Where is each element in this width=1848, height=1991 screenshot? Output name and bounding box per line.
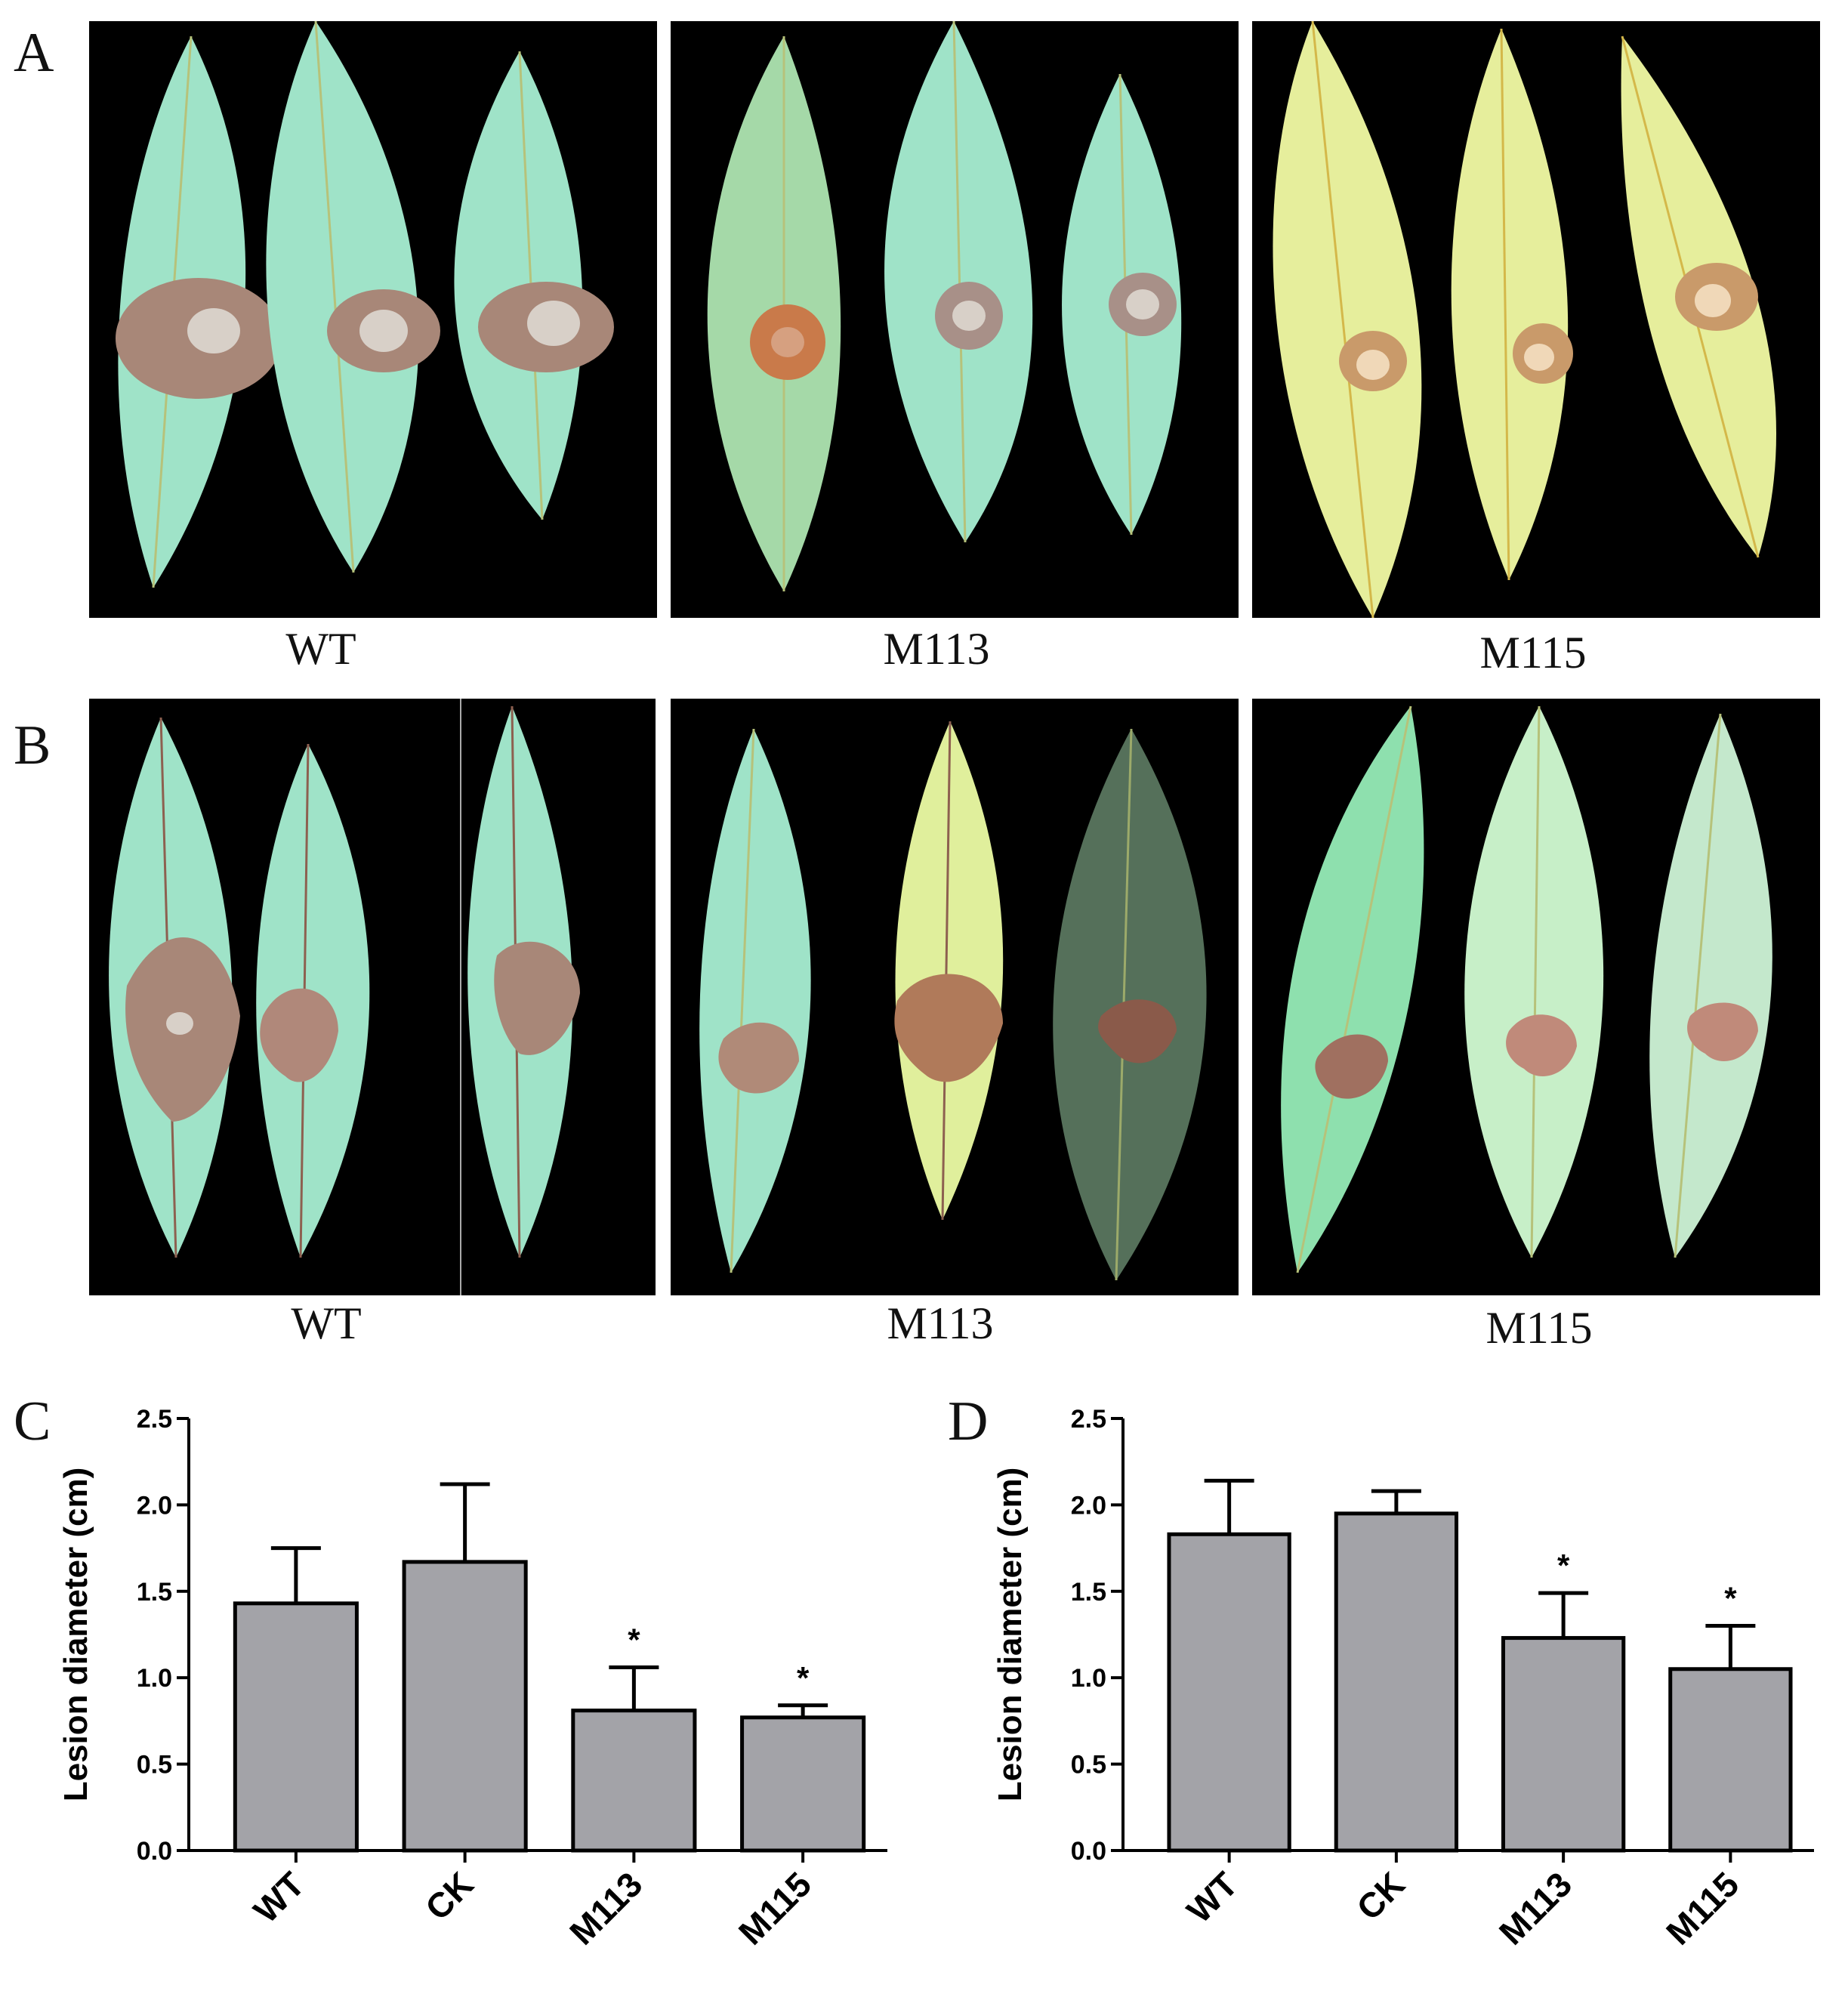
caption-b-wt: WT <box>291 1298 362 1348</box>
chart-d-significance-m115: * <box>1724 1581 1737 1616</box>
chart-c-xtick-label-wt: WT <box>246 1864 312 1930</box>
chart-c-xtick-label-ck: CK <box>418 1864 481 1928</box>
chart-d-ylabel: Lesion diameter (cm) <box>992 1468 1029 1802</box>
caption-a-m115: M115 <box>1479 628 1587 678</box>
chart-d-bar-m113 <box>1501 1636 1626 1853</box>
chart-c-significance-m113: * <box>628 1622 640 1657</box>
chart-c-xtick-label-m113: M113 <box>562 1864 649 1952</box>
chart-d-xtick-label-m115: M115 <box>1658 1864 1746 1952</box>
chart-c-bar-m113 <box>571 1709 697 1853</box>
chart-c-ytick-label: 1.5 <box>137 1578 172 1607</box>
chart-d-ytick-label: 1.0 <box>1071 1664 1106 1693</box>
caption-a-m113: M113 <box>883 624 990 674</box>
caption-b-m115: M115 <box>1485 1303 1593 1353</box>
panel-letter-b: B <box>14 715 51 776</box>
chart-d-bar-wt <box>1167 1532 1291 1853</box>
panel-letter-a: A <box>14 22 54 84</box>
chart-c-ytick-label: 2.0 <box>137 1491 172 1520</box>
chart-d-ytick-label: 0.0 <box>1071 1837 1106 1866</box>
chart-c-bar-m115 <box>740 1715 866 1853</box>
chart-d-ytick-label: 2.5 <box>1071 1405 1106 1434</box>
chart-d-ytick-label: 1.5 <box>1071 1578 1106 1607</box>
leaf-photo-b-m115 <box>1252 699 1820 1295</box>
chart-c-ytick-label: 0.5 <box>137 1751 172 1780</box>
chart-c: Lesion diameter (cm) 0.0 0.5 1.0 1.5 2.0 2.5 WT… <box>0 1382 921 1986</box>
chart-c-ytick-label: 1.0 <box>137 1664 172 1693</box>
chart-c-significance-m115: * <box>797 1660 810 1696</box>
panel-letter-c: C <box>14 1391 51 1452</box>
chart-c-ylabel: Lesion diameter (cm) <box>57 1468 94 1802</box>
leaf-photo-a-m113 <box>671 21 1239 618</box>
chart-d-ytick-label: 2.0 <box>1071 1491 1106 1520</box>
chart-c-ytick-label: 0.0 <box>137 1837 172 1866</box>
chart-c-bar-ck <box>402 1560 528 1853</box>
chart-d-significance-m113: * <box>1557 1548 1570 1583</box>
chart-d-bar-m115 <box>1668 1667 1793 1853</box>
chart-c-bar-wt <box>233 1601 359 1853</box>
leaf-photo-b-m113 <box>671 699 1239 1295</box>
leaf-photo-a-m115 <box>1252 21 1820 618</box>
chart-d-bar-ck <box>1334 1511 1459 1853</box>
caption-b-m113: M113 <box>887 1298 994 1348</box>
chart-d: Lesion diameter (cm) 0.0 0.5 1.0 1.5 2.0 2.5 WT… <box>934 1382 1848 1986</box>
chart-d-xtick-label-wt: WT <box>1179 1864 1245 1930</box>
chart-d-ytick-label: 0.5 <box>1071 1751 1106 1780</box>
caption-a-wt: WT <box>285 624 356 674</box>
chart-d-xtick-label-ck: CK <box>1349 1864 1412 1928</box>
leaf-photo-a-wt <box>89 21 657 618</box>
chart-c-xtick-label-m115: M115 <box>731 1864 819 1952</box>
chart-d-xtick-label-m113: M113 <box>1492 1864 1579 1952</box>
leaf-photo-b-wt <box>89 699 656 1295</box>
panel-letter-d: D <box>948 1391 989 1452</box>
chart-c-svg: Lesion diameter (cm) 0.0 0.5 1.0 1.5 2.0 2.5 WT… <box>57 1405 887 1952</box>
chart-c-ytick-label: 2.5 <box>137 1405 172 1434</box>
chart-d-svg: Lesion diameter (cm) 0.0 0.5 1.0 1.5 2.0 2.5 WT… <box>992 1405 1814 1952</box>
